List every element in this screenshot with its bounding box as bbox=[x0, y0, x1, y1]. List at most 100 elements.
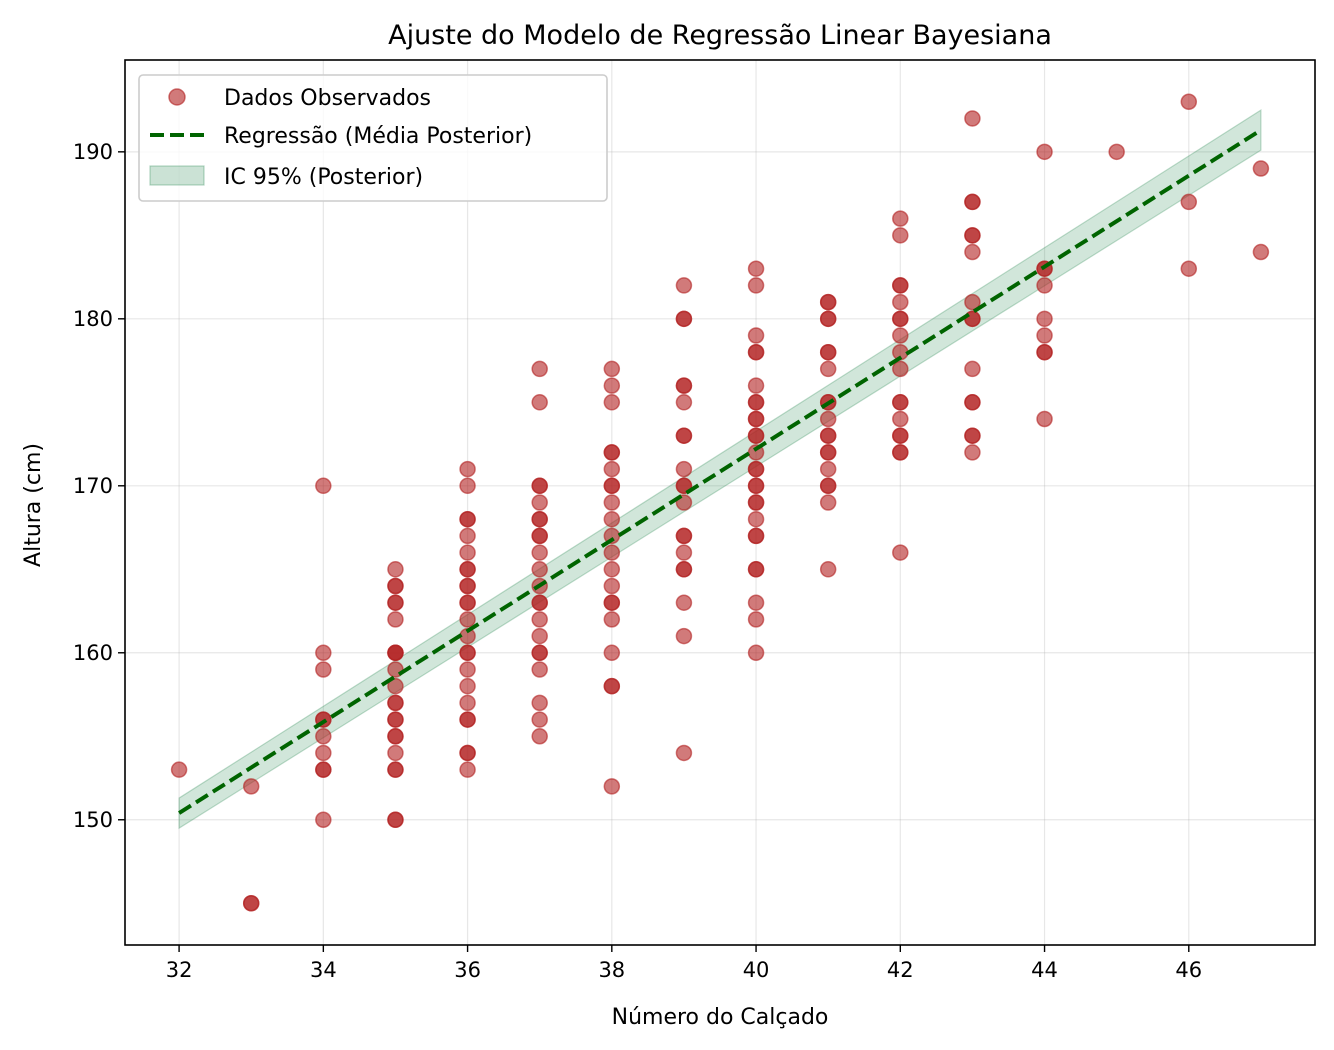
data-point bbox=[531, 694, 548, 712]
y-tick-label: 180 bbox=[73, 307, 113, 331]
y-tick-label: 160 bbox=[73, 641, 113, 665]
data-point bbox=[675, 377, 693, 394]
data-point bbox=[747, 644, 765, 662]
data-point bbox=[1180, 93, 1198, 110]
data-point bbox=[819, 410, 837, 428]
data-point bbox=[892, 444, 909, 461]
data-point bbox=[747, 427, 765, 444]
data-point bbox=[747, 394, 765, 411]
data-point bbox=[747, 327, 765, 344]
data-point bbox=[675, 277, 693, 294]
data-point bbox=[531, 527, 548, 545]
x-tick-label: 32 bbox=[166, 958, 193, 982]
data-point bbox=[315, 477, 332, 495]
data-point bbox=[675, 394, 693, 411]
data-point bbox=[315, 644, 332, 662]
data-point bbox=[603, 577, 621, 595]
data-point bbox=[459, 594, 476, 611]
y-tick-label: 190 bbox=[73, 140, 113, 164]
data-point bbox=[459, 460, 476, 478]
data-point bbox=[819, 561, 837, 578]
data-point bbox=[675, 544, 693, 561]
data-point bbox=[315, 728, 332, 745]
data-point bbox=[964, 394, 981, 411]
data-point bbox=[675, 594, 693, 611]
legend: Dados Observados Regressão (Média Poster… bbox=[138, 74, 608, 202]
data-point bbox=[892, 360, 909, 378]
data-point bbox=[964, 360, 981, 378]
chart-title: Ajuste do Modelo de Regressão Linear Bay… bbox=[388, 20, 1052, 51]
data-point bbox=[964, 227, 981, 244]
data-point bbox=[459, 544, 476, 561]
data-point bbox=[459, 661, 476, 678]
data-point bbox=[459, 711, 476, 728]
regression-mean-line bbox=[178, 128, 1262, 815]
data-point bbox=[459, 611, 476, 628]
data-point bbox=[1036, 410, 1053, 428]
data-point bbox=[964, 110, 981, 127]
data-point bbox=[459, 694, 476, 712]
data-point bbox=[1108, 143, 1125, 161]
x-tick-label: 36 bbox=[454, 958, 481, 982]
data-point bbox=[603, 561, 621, 578]
data-point bbox=[603, 544, 621, 561]
data-point bbox=[387, 644, 404, 662]
data-point bbox=[603, 460, 621, 478]
data-point bbox=[603, 611, 621, 628]
data-point bbox=[1252, 243, 1270, 261]
data-point bbox=[459, 527, 476, 545]
data-point bbox=[459, 561, 476, 578]
x-tick-label: 44 bbox=[1031, 958, 1058, 982]
legend-marker-interval bbox=[149, 165, 205, 186]
data-point bbox=[603, 444, 621, 461]
legend-label-regression: Regressão (Média Posterior) bbox=[224, 124, 532, 149]
legend-label-observed: Dados Observados bbox=[224, 86, 431, 111]
data-point bbox=[242, 778, 260, 795]
data-point bbox=[892, 293, 909, 311]
data-point bbox=[819, 444, 837, 461]
data-point bbox=[747, 494, 765, 511]
data-point bbox=[747, 377, 765, 394]
data-point bbox=[964, 293, 981, 311]
data-point bbox=[531, 661, 548, 678]
data-point bbox=[387, 761, 404, 778]
x-tick-label: 38 bbox=[598, 958, 625, 982]
y-tick-label: 170 bbox=[73, 474, 113, 498]
data-point bbox=[747, 410, 765, 428]
data-point bbox=[1036, 143, 1053, 161]
data-point bbox=[1036, 277, 1053, 294]
data-point bbox=[603, 510, 621, 528]
data-point bbox=[964, 444, 981, 461]
data-point bbox=[531, 594, 548, 611]
data-point bbox=[892, 394, 909, 411]
data-point bbox=[819, 343, 837, 361]
data-point bbox=[531, 627, 548, 645]
data-point bbox=[603, 494, 621, 511]
data-point bbox=[892, 427, 909, 444]
data-point bbox=[819, 477, 837, 495]
data-point bbox=[387, 577, 404, 595]
data-point bbox=[675, 561, 693, 578]
data-point bbox=[819, 460, 837, 478]
data-point bbox=[892, 410, 909, 428]
y-tick-label: 150 bbox=[73, 808, 113, 832]
plot-frame bbox=[124, 59, 1316, 946]
data-point bbox=[603, 394, 621, 411]
data-point bbox=[603, 677, 621, 695]
data-point bbox=[964, 243, 981, 261]
data-point bbox=[747, 594, 765, 611]
regression-line bbox=[178, 128, 1262, 815]
data-point bbox=[242, 895, 260, 912]
data-point bbox=[1252, 160, 1270, 177]
data-point bbox=[459, 477, 476, 495]
data-point bbox=[387, 561, 404, 578]
data-point bbox=[1180, 193, 1198, 211]
data-point bbox=[675, 744, 693, 762]
data-point bbox=[387, 711, 404, 728]
data-point bbox=[892, 277, 909, 294]
data-point bbox=[603, 778, 621, 795]
data-point bbox=[675, 310, 693, 328]
x-tick-label: 46 bbox=[1175, 958, 1202, 982]
data-point bbox=[747, 260, 765, 277]
data-point bbox=[387, 811, 404, 829]
